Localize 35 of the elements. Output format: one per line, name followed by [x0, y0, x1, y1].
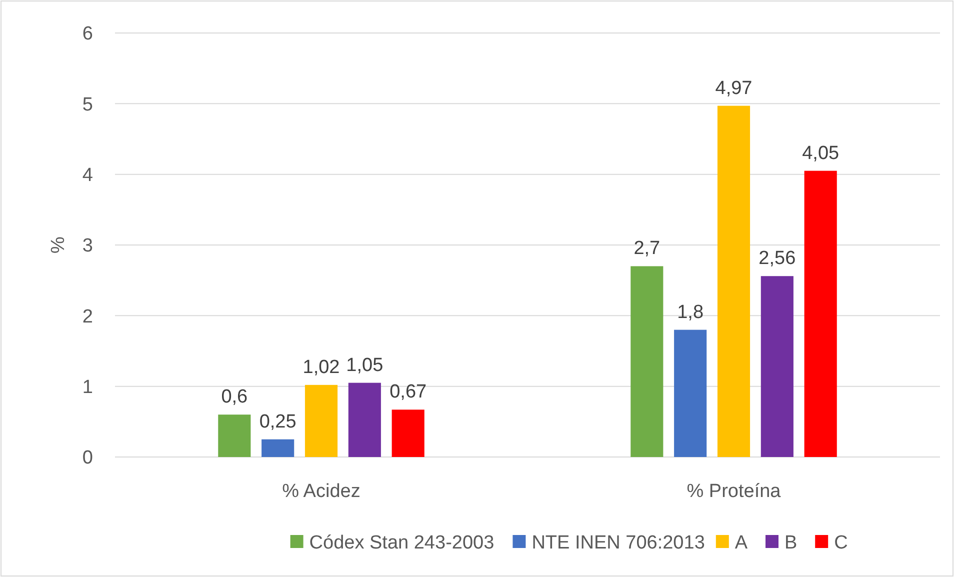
x-tick-label: % Proteína	[686, 481, 782, 502]
y-tick-label: 2	[82, 306, 93, 328]
legend-label: B	[784, 532, 798, 554]
y-tick-label: 3	[82, 236, 93, 257]
bar	[218, 414, 251, 457]
data-label: 0,67	[390, 382, 427, 403]
bar	[262, 439, 294, 457]
legend-label: A	[734, 532, 748, 554]
y-axis-title: %	[48, 236, 69, 254]
data-label: 4,97	[715, 78, 752, 99]
y-tick-label: 1	[82, 376, 93, 398]
data-label: 0,6	[221, 386, 248, 408]
y-tick-label: 4	[82, 164, 94, 186]
data-label: 4,05	[802, 142, 840, 164]
y-tick-label: 0	[82, 448, 93, 469]
data-label: 2,7	[634, 238, 660, 260]
bar	[392, 410, 424, 457]
bar	[760, 276, 794, 457]
data-label: 1,02	[302, 356, 340, 378]
bar	[304, 384, 338, 457]
bar	[348, 382, 381, 457]
bar	[674, 330, 707, 457]
data-label: 2,56	[758, 248, 796, 270]
y-tick-label: 5	[82, 94, 93, 116]
legend-label: NTE INEN 706:2013	[532, 532, 705, 554]
data-label: 0,25	[259, 411, 296, 432]
y-tick-label: 6	[82, 24, 93, 45]
data-label: 1,05	[346, 354, 384, 376]
x-tick-label: % Acidez	[282, 481, 360, 502]
bar	[630, 266, 664, 457]
legend-label: Códex Stan 243-2003	[309, 532, 494, 554]
legend-label: C	[834, 532, 848, 554]
bar	[717, 106, 750, 457]
data-label: 1,8	[677, 302, 704, 323]
bar	[804, 170, 837, 457]
